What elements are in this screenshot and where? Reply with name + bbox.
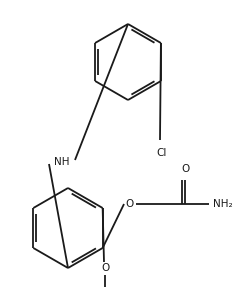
Text: NH: NH <box>54 157 70 167</box>
Text: NH₂: NH₂ <box>213 199 233 209</box>
Text: O: O <box>181 164 189 174</box>
Text: O: O <box>126 199 134 209</box>
Text: Cl: Cl <box>157 148 167 158</box>
Text: O: O <box>101 263 109 273</box>
